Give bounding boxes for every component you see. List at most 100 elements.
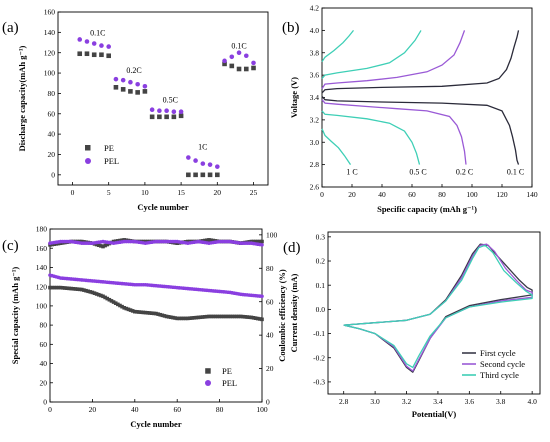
c-point-pe-efficiency <box>202 238 207 243</box>
a-y-axis-label: Discharge capacity(mAh g⁻¹) <box>17 45 27 151</box>
chart-c-cycling-stability: 0 20 40 60 80 1000204060801001201401601800204… <box>10 225 287 429</box>
chart-b-voltage-profile: 0 20 40 60 80 100 120 140 2.6 2.8 3.0 3.2 3.4 3.6 3.8 4… <box>289 4 538 214</box>
c-point-pe <box>58 285 63 290</box>
a-point-pel <box>91 41 97 46</box>
c-ytick-label: 20 <box>40 378 48 387</box>
d-cv-curve-third-cycle <box>343 244 533 369</box>
c-point-pe <box>56 285 61 290</box>
chart-a-discharge-capacity: 0 5 10 15 20 25 0 20 40 60 80 100 120 140 160 Cycle num… <box>17 8 269 212</box>
a-point-pel <box>135 81 140 87</box>
a-point-pel <box>251 60 256 66</box>
c-point-pe <box>128 308 133 312</box>
c-point-pe <box>228 314 232 319</box>
a-point-pe <box>77 51 83 57</box>
c-point-pe <box>137 310 141 314</box>
c-point-pe <box>158 312 163 317</box>
a-xtick-label: 10 <box>141 188 149 197</box>
b-xtick-label: 40 <box>378 190 386 199</box>
c-point-pe <box>80 287 84 292</box>
d-ytick-label: -0.3 <box>313 378 325 387</box>
a-ytick-label: 140 <box>44 28 56 37</box>
b-ytick-label: 3.8 <box>310 48 320 57</box>
a-point-pe <box>142 89 148 94</box>
c-point-pe <box>107 297 112 302</box>
a-point-pel <box>142 83 148 89</box>
c-point-pe <box>147 311 152 315</box>
a-point-pe <box>243 66 249 72</box>
a-point-pel <box>178 109 184 115</box>
c-y2tick-label: 0 <box>266 398 270 407</box>
d-legend-label-1: First cycle <box>480 348 516 358</box>
a-point-pel <box>106 44 111 49</box>
c-y2-axis-label: Coulombic efficiency (%) <box>277 269 287 362</box>
c-xtick-label: 0 <box>48 405 52 414</box>
c-legend-pe-label: PE <box>222 366 232 376</box>
a-xtick-label: 20 <box>214 188 222 197</box>
c-point-pe <box>196 315 201 320</box>
c-point-pe <box>145 311 150 315</box>
a-point-pel <box>84 39 90 44</box>
c-ytick-label: 40 <box>40 359 48 368</box>
c-point-pe <box>99 293 103 298</box>
c-point-pe <box>96 292 101 297</box>
d-xtick-label: 3.4 <box>433 397 443 406</box>
c-point-pe <box>239 314 243 319</box>
c-point-pe <box>232 314 237 319</box>
c-ytick-label: 80 <box>40 321 48 330</box>
c-point-pe <box>130 309 135 313</box>
a-point-pe <box>186 172 191 178</box>
b-plot-frame <box>321 7 533 188</box>
c-point-pe-efficiency <box>211 238 216 243</box>
c-point-pe <box>154 311 158 316</box>
b-y-axis-label: Voltage (V) <box>289 77 299 118</box>
c-point-pe <box>207 314 211 319</box>
c-point-pe <box>251 316 256 320</box>
a-point-pe <box>149 114 155 120</box>
c-xtick-label: 80 <box>216 405 224 414</box>
b-curve-0p2C-discharge <box>321 99 467 165</box>
c-point-pe-efficiency <box>99 244 103 248</box>
d-ytick-label: 0.3 <box>316 232 326 241</box>
c-point-pe <box>149 311 154 315</box>
c-point-pel <box>260 294 264 299</box>
c-point-pe <box>52 285 57 290</box>
a-point-pel <box>186 155 191 160</box>
c-point-pe <box>253 316 258 320</box>
a-point-pe <box>215 172 220 178</box>
a-rate-annotation: 0.1C <box>231 42 246 51</box>
c-y2tick-label: 100 <box>266 230 278 239</box>
c-point-pe <box>202 315 207 319</box>
c-point-pe <box>177 316 182 321</box>
d-xtick-label: 3.6 <box>465 397 475 406</box>
c-y2tick-label: 60 <box>266 297 274 306</box>
c-point-pe <box>192 316 196 320</box>
c-point-pe <box>109 299 114 303</box>
a-point-pel <box>157 108 162 114</box>
c-point-pe <box>156 312 160 316</box>
d-xtick-label: 3.0 <box>370 397 380 406</box>
c-point-pe <box>84 288 88 293</box>
a-point-pe <box>229 63 235 69</box>
c-point-pe <box>198 315 203 320</box>
panel-label-a: (a) <box>2 20 19 36</box>
c-point-pe <box>164 314 169 319</box>
c-ytick-label: 160 <box>36 244 48 253</box>
c-point-pe <box>67 286 71 291</box>
c-ytick-label: 60 <box>40 340 48 349</box>
b-rate-annotation: 0.5 C <box>409 168 426 177</box>
c-legend-pel-marker <box>205 380 211 386</box>
a-rate-annotation: 0.2C <box>126 66 141 75</box>
c-point-pe <box>94 292 99 296</box>
d-ytick-label: -0.1 <box>313 329 325 338</box>
c-point-pe <box>65 286 69 291</box>
c-point-pe <box>173 316 177 320</box>
a-point-pe <box>207 172 213 178</box>
a-point-pel <box>193 158 198 163</box>
c-point-pe <box>217 314 222 319</box>
c-point-pe <box>122 306 126 310</box>
c-x-axis-label: Cycle number <box>130 419 181 429</box>
c-point-pe <box>120 304 124 309</box>
a-point-pel <box>200 161 206 166</box>
c-point-pe-efficiency <box>96 243 101 248</box>
c-point-pe <box>101 294 105 299</box>
